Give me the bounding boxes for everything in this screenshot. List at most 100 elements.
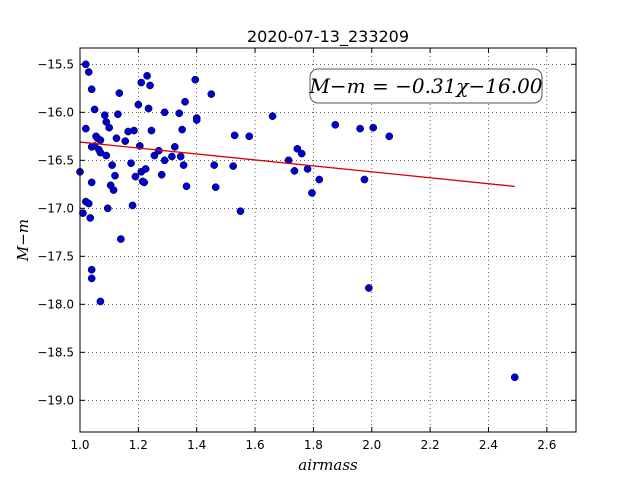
x-tick-label: 2.0 — [362, 438, 381, 452]
x-tick-label: 2.2 — [421, 438, 440, 452]
x-tick-label: 1.6 — [246, 438, 265, 452]
x-tick-label: 2.6 — [537, 438, 556, 452]
data-point — [150, 151, 159, 160]
x-tick-label: 1.8 — [304, 438, 323, 452]
fit-annotation: M−m = −0.31χ−16.00 — [308, 68, 543, 104]
data-point — [144, 104, 153, 113]
data-point — [140, 178, 149, 187]
y-tick-label: −17.0 — [37, 201, 74, 215]
data-point — [207, 90, 216, 98]
data-point — [103, 204, 112, 213]
y-tick-label: −18.5 — [37, 345, 74, 359]
data-point — [111, 171, 119, 180]
data-point — [87, 274, 96, 283]
data-point — [364, 284, 373, 292]
grid-lines — [79, 48, 576, 432]
data-point — [112, 134, 121, 143]
x-axis-label: airmass — [298, 456, 358, 474]
data-point — [157, 170, 166, 179]
data-point — [137, 78, 146, 87]
data-point — [96, 297, 105, 306]
y-tick-label: −15.5 — [37, 57, 74, 71]
x-tick-label: 1.0 — [70, 438, 89, 452]
data-point — [290, 167, 299, 175]
data-point — [308, 189, 316, 197]
data-point — [100, 111, 109, 120]
data-point — [90, 105, 99, 114]
data-point — [297, 149, 306, 158]
data-point — [175, 109, 184, 118]
y-tick-label: −16.5 — [37, 153, 74, 167]
data-points — [76, 60, 519, 382]
y-tick-label: −17.5 — [37, 249, 74, 263]
data-point — [86, 214, 95, 222]
data-point — [179, 161, 188, 169]
annotation-text: M−m = −0.31χ−16.00 — [308, 74, 542, 98]
data-point — [121, 137, 130, 145]
fit-line-group — [79, 141, 515, 188]
data-point — [385, 132, 394, 141]
data-point — [210, 161, 219, 169]
y-tick-label: −18.0 — [37, 297, 74, 311]
data-point — [147, 126, 156, 135]
data-point — [130, 126, 138, 135]
data-point — [114, 110, 122, 119]
data-point — [168, 152, 176, 161]
data-point — [116, 235, 125, 243]
data-point — [109, 186, 118, 194]
data-point — [510, 373, 519, 382]
data-point — [160, 156, 169, 165]
data-point — [105, 123, 114, 132]
data-point — [134, 100, 143, 109]
data-point — [170, 143, 179, 151]
data-point — [96, 136, 105, 145]
data-point — [369, 123, 378, 132]
data-point — [191, 75, 200, 84]
data-point — [192, 116, 201, 124]
data-point — [293, 144, 302, 153]
data-point — [245, 132, 254, 141]
axis-ticks: 1.0 1.2 1.4 1.6 1.8 2.0 2.2 2.4 2.6 −15.5 −16.0 −16… — [37, 48, 576, 452]
data-point — [356, 124, 364, 133]
data-point — [160, 108, 169, 117]
data-point — [146, 81, 154, 90]
y-tick-label: −16.0 — [37, 105, 74, 119]
data-point — [178, 125, 186, 134]
chart-title: 2020-07-13_233209 — [247, 27, 409, 47]
data-point — [102, 151, 111, 160]
data-point — [79, 209, 87, 217]
x-tick-label: 2.4 — [479, 438, 498, 452]
data-point — [87, 178, 96, 187]
data-point — [182, 182, 191, 191]
data-point — [331, 120, 340, 129]
data-point — [131, 172, 140, 181]
annotation-box — [309, 68, 543, 104]
y-tick-label: −19.0 — [37, 393, 74, 407]
data-point — [229, 162, 238, 170]
x-tick-label: 1.4 — [187, 438, 206, 452]
data-point — [303, 165, 312, 173]
data-point — [84, 68, 93, 76]
data-point — [360, 175, 369, 184]
data-point — [315, 175, 324, 184]
x-tick-label: 1.2 — [129, 438, 148, 452]
data-point — [84, 199, 93, 208]
data-point — [81, 124, 90, 133]
data-point — [128, 201, 137, 210]
data-point — [143, 71, 151, 80]
data-point — [211, 183, 220, 192]
data-point — [236, 207, 245, 216]
data-point — [230, 131, 239, 140]
data-point — [181, 97, 189, 106]
data-point — [176, 152, 185, 161]
data-point — [108, 161, 116, 169]
plot-frame — [79, 47, 577, 433]
data-point — [87, 265, 96, 274]
data-point — [127, 159, 135, 168]
fit-line — [79, 141, 515, 188]
data-point — [87, 85, 96, 94]
data-point — [141, 165, 150, 173]
data-point — [115, 89, 124, 97]
data-point — [268, 112, 277, 121]
